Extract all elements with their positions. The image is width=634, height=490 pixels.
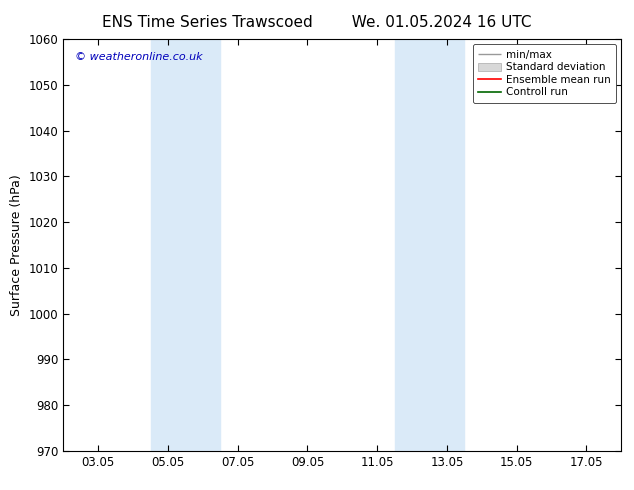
Bar	[394, 39, 464, 451]
Legend: min/max, Standard deviation, Ensemble mean run, Controll run: min/max, Standard deviation, Ensemble me…	[473, 45, 616, 102]
Text: © weatheronline.co.uk: © weatheronline.co.uk	[75, 51, 202, 62]
Text: ENS Time Series Trawscoed        We. 01.05.2024 16 UTC: ENS Time Series Trawscoed We. 01.05.2024…	[102, 15, 532, 30]
Y-axis label: Surface Pressure (hPa): Surface Pressure (hPa)	[10, 174, 23, 316]
Bar	[150, 39, 221, 451]
